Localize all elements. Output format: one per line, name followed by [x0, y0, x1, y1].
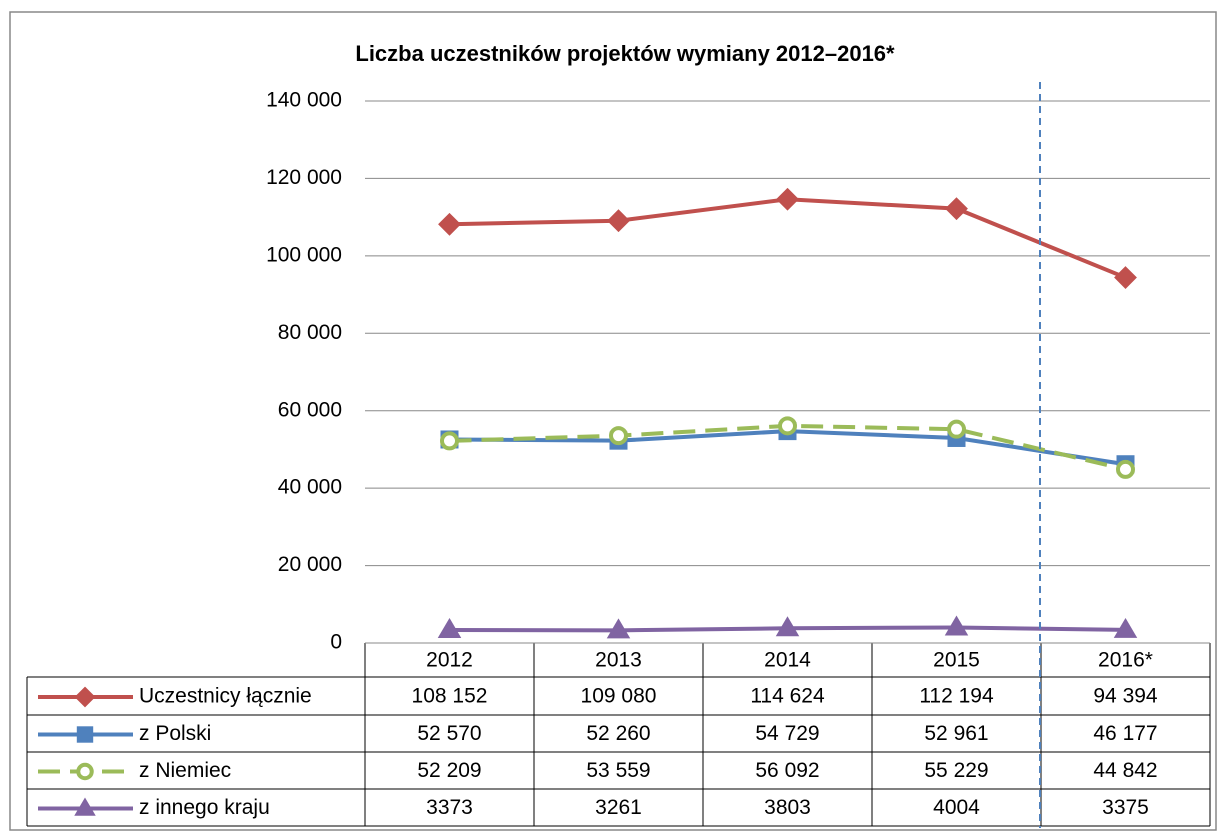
marker: [440, 431, 459, 451]
y-tick-label: 20 000: [278, 553, 342, 576]
marker: [1113, 617, 1138, 638]
x-tick-label: 2015: [933, 649, 980, 672]
table-value: 114 624: [750, 685, 825, 708]
marker: [944, 615, 969, 636]
table-value: 53 559: [586, 759, 650, 782]
marker: [438, 212, 461, 236]
x-tick-label: 2013: [595, 649, 642, 672]
marker: [775, 616, 800, 637]
legend-label: z Niemiec: [139, 759, 231, 782]
legend-label: z innego kraju: [139, 796, 270, 819]
y-tick-label: 140 000: [266, 89, 342, 112]
table-value: 109 080: [581, 685, 657, 708]
marker: [74, 797, 96, 816]
table-value: 46 177: [1093, 722, 1157, 745]
marker: [778, 416, 797, 436]
y-tick-label: 60 000: [278, 398, 342, 421]
chart-title: Liczba uczestników projektów wymiany 201…: [355, 41, 895, 66]
marker: [607, 209, 630, 233]
table-value: 44 842: [1093, 759, 1157, 782]
marker: [437, 617, 462, 638]
marker: [776, 187, 799, 211]
marker: [76, 726, 94, 743]
table-value: 3373: [426, 796, 473, 819]
x-tick-label: 2016*: [1098, 649, 1153, 672]
marker: [76, 762, 94, 781]
marker: [74, 686, 96, 708]
marker: [945, 197, 968, 221]
table-value: 52 570: [417, 722, 481, 745]
chart-frame: [9, 11, 1217, 831]
x-tick-label: 2012: [426, 649, 473, 672]
legend-label: Uczestnicy łącznie: [139, 685, 312, 708]
marker: [1116, 459, 1135, 479]
y-tick-label: 0: [330, 631, 342, 654]
marker: [947, 419, 966, 439]
table-value: 55 229: [924, 759, 988, 782]
legend-label: z Polski: [139, 722, 211, 745]
x-tick-label: 2014: [764, 649, 811, 672]
table-value: 108 152: [412, 685, 488, 708]
table-value: 3803: [764, 796, 811, 819]
y-tick-label: 120 000: [266, 166, 342, 189]
table-value: 94 394: [1093, 685, 1158, 708]
table-value: 52 961: [924, 722, 988, 745]
marker: [606, 618, 631, 639]
y-tick-label: 80 000: [278, 321, 342, 344]
table-value: 54 729: [755, 722, 819, 745]
table-value: 3261: [595, 796, 642, 819]
table-value: 52 209: [417, 759, 481, 782]
table-value: 56 092: [755, 759, 819, 782]
marker: [1114, 266, 1137, 289]
table-value: 4004: [933, 796, 980, 819]
marker: [609, 426, 628, 446]
y-tick-label: 100 000: [266, 243, 342, 266]
table-value: 3375: [1102, 796, 1149, 819]
table-value: 112 194: [919, 685, 994, 708]
y-tick-label: 40 000: [278, 476, 342, 499]
table-value: 52 260: [586, 722, 650, 745]
